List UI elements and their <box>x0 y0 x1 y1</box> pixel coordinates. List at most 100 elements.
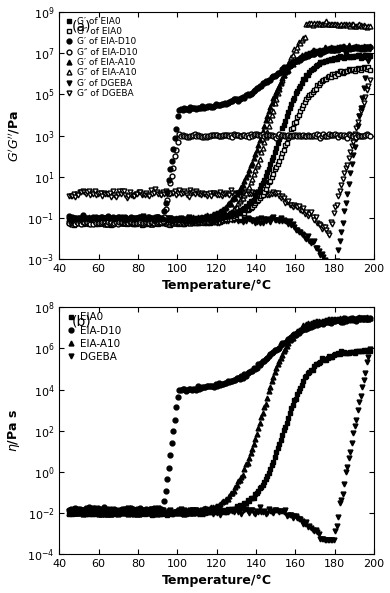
Text: (a): (a) <box>72 20 91 34</box>
Y-axis label: $\eta$/Pa s: $\eta$/Pa s <box>5 409 21 452</box>
G″ of EIA-A10 <box>149 220 153 227</box>
G′ of EIA-A10 <box>346 42 351 49</box>
Line: G″ of EIA0: G″ of EIA0 <box>67 65 372 228</box>
X-axis label: Temperature/°C: Temperature/°C <box>161 575 271 588</box>
G′ of DGEBA <box>85 216 90 223</box>
EIA0 <box>365 346 369 353</box>
G′ of DGEBA <box>368 45 372 52</box>
G′ of EIA-A10 <box>85 216 90 223</box>
G′ of EIA-D10 <box>149 215 153 222</box>
DGEBA <box>67 508 71 515</box>
Line: G′ of EIA0: G′ of EIA0 <box>67 52 372 224</box>
EIA-A10 <box>368 314 372 321</box>
DGEBA <box>368 346 372 353</box>
G″ of DGEBA <box>147 192 152 199</box>
G″ of EIA-D10 <box>85 219 90 226</box>
DGEBA <box>147 509 152 516</box>
G′ of EIA0 <box>79 216 83 223</box>
EIA-A10 <box>85 509 90 516</box>
DGEBA <box>322 536 327 543</box>
EIA0 <box>344 350 348 357</box>
EIA0 <box>123 509 128 517</box>
G″ of EIA0 <box>71 222 76 229</box>
G′ of DGEBA <box>354 135 359 142</box>
G′ of EIA-A10 <box>149 215 153 222</box>
G″ of DGEBA <box>85 189 90 196</box>
EIA-D10 <box>344 317 348 324</box>
EIA-D10 <box>368 314 372 321</box>
Line: DGEBA: DGEBA <box>67 347 372 542</box>
G′ of EIA-A10 <box>67 216 71 223</box>
DGEBA <box>79 508 83 515</box>
EIA-A10 <box>344 314 348 321</box>
G′ of DGEBA <box>123 215 128 222</box>
DGEBA <box>85 511 90 518</box>
G′ of EIA-A10 <box>344 44 348 52</box>
G′ of EIA-D10 <box>79 215 83 222</box>
EIA-A10 <box>103 511 108 518</box>
G′ of EIA-D10 <box>124 215 129 222</box>
G′ of EIA-D10 <box>121 216 126 224</box>
DGEBA <box>344 469 348 476</box>
EIA-D10 <box>149 506 153 514</box>
G′ of EIA0 <box>368 53 372 60</box>
G″ of EIA-D10 <box>79 220 83 227</box>
Line: EIA0: EIA0 <box>67 347 372 517</box>
G′ of DGEBA <box>344 200 348 207</box>
G″ of EIA0 <box>354 66 359 73</box>
EIA0 <box>147 509 152 517</box>
Line: EIA-D10: EIA-D10 <box>67 315 372 514</box>
G″ of EIA-D10 <box>368 132 372 139</box>
EIA-A10 <box>67 509 71 517</box>
EIA0 <box>150 511 154 518</box>
G′ of EIA-A10 <box>356 43 360 50</box>
G′ of DGEBA <box>67 216 71 224</box>
G′ of EIA0 <box>67 216 71 223</box>
G′ of EIA-D10 <box>67 212 71 219</box>
G″ of EIA-D10 <box>356 132 360 139</box>
G″ of EIA-A10 <box>368 23 372 30</box>
Line: G′ of DGEBA: G′ of DGEBA <box>67 46 372 278</box>
G′ of EIA0 <box>85 217 90 224</box>
G″ of EIA0 <box>87 220 91 227</box>
EIA-A10 <box>354 315 359 323</box>
G′ of DGEBA <box>79 217 83 224</box>
G″ of EIA0 <box>368 66 372 74</box>
G″ of EIA-A10 <box>324 18 328 25</box>
G′ of DGEBA <box>332 272 336 279</box>
G″ of EIA-A10 <box>345 21 349 28</box>
Line: G′ of EIA-A10: G′ of EIA-A10 <box>67 43 372 223</box>
G″ of DGEBA <box>354 124 359 131</box>
G′ of EIA-D10 <box>85 215 90 222</box>
Line: EIA-A10: EIA-A10 <box>67 314 372 517</box>
G″ of EIA0 <box>149 219 153 227</box>
G″ of EIA-D10 <box>111 221 115 228</box>
G′ of EIA-D10 <box>344 45 348 52</box>
G′ of EIA-D10 <box>356 43 360 50</box>
EIA-D10 <box>354 317 359 324</box>
EIA-D10 <box>67 506 71 514</box>
DGEBA <box>123 509 128 516</box>
EIA-D10 <box>87 503 91 511</box>
G″ of EIA-A10 <box>70 221 74 228</box>
EIA0 <box>67 510 71 517</box>
EIA0 <box>85 509 90 517</box>
EIA-D10 <box>124 506 129 513</box>
EIA-A10 <box>124 509 129 517</box>
EIA0 <box>79 509 83 516</box>
G″ of DGEBA <box>79 189 83 196</box>
G″ of EIA-D10 <box>345 135 349 142</box>
G′ of EIA0 <box>345 52 349 59</box>
G″ of EIA0 <box>80 220 85 227</box>
G′ of EIA0 <box>149 215 153 222</box>
Legend: EIA0, EIA-D10, EIA-A10, DGEBA: EIA0, EIA-D10, EIA-A10, DGEBA <box>62 310 124 364</box>
G′ of EIA-A10 <box>123 216 128 224</box>
G″ of EIA-A10 <box>67 218 71 225</box>
Line: G″ of EIA-D10: G″ of EIA-D10 <box>67 131 372 227</box>
G″ of EIA-D10 <box>124 219 129 227</box>
G″ of EIA-A10 <box>80 218 85 225</box>
G′ of EIA-A10 <box>368 43 372 50</box>
G′ of EIA-D10 <box>368 43 372 50</box>
EIA-A10 <box>149 508 153 515</box>
G″ of DGEBA <box>344 164 348 171</box>
